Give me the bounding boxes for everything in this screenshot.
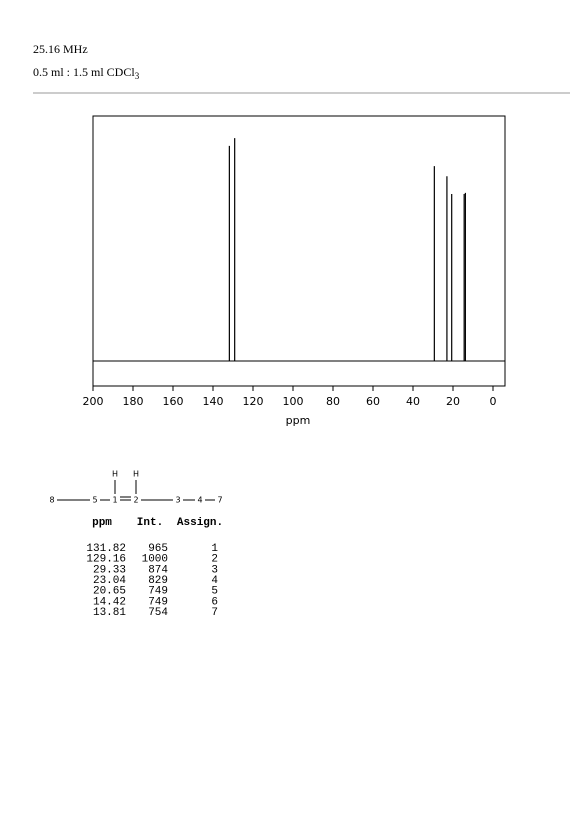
table-header: ppm (92, 517, 112, 529)
x-tick-label: 20 (446, 395, 460, 408)
x-tick-label: 100 (283, 395, 304, 408)
table-ppm: 23.04 (93, 575, 126, 587)
x-tick-label: 180 (123, 395, 144, 408)
hydrogen-label: H (112, 470, 118, 479)
atom-label: 5 (92, 496, 97, 505)
solvent-subscript: 3 (135, 71, 140, 81)
table-intensity: 874 (148, 564, 168, 576)
table-intensity: 829 (148, 575, 168, 587)
x-tick-label: 60 (366, 395, 380, 408)
x-tick-label: 140 (203, 395, 224, 408)
table-assign: 1 (211, 543, 218, 555)
hydrogen-label: H (133, 470, 139, 479)
x-tick-label: 160 (163, 395, 184, 408)
table-ppm: 131.82 (86, 543, 126, 555)
x-axis-label: ppm (286, 414, 311, 427)
table-intensity: 754 (148, 607, 168, 619)
table-ppm: 13.81 (93, 607, 126, 619)
table-assign: 2 (211, 554, 218, 566)
x-tick-label: 40 (406, 395, 420, 408)
frequency: 25.16 MHz (33, 42, 88, 56)
table-header: Assign. (177, 517, 223, 529)
x-tick-label: 200 (83, 395, 104, 408)
table-ppm: 29.33 (93, 564, 126, 576)
atom-label: 4 (197, 496, 202, 505)
table-ppm: 14.42 (93, 596, 126, 608)
atom-label: 8 (49, 496, 54, 505)
table-ppm: 20.65 (93, 586, 126, 598)
table-assign: 7 (211, 607, 218, 619)
atom-label: 7 (217, 496, 222, 505)
x-tick-label: 80 (326, 395, 340, 408)
atom-label: 1 (112, 496, 117, 505)
table-intensity: 965 (148, 543, 168, 555)
table-assign: 5 (211, 586, 218, 598)
solvent: 0.5 ml : 1.5 ml CDCl3 (33, 65, 140, 81)
x-tick-label: 0 (490, 395, 497, 408)
table-intensity: 1000 (142, 554, 168, 566)
table-ppm: 129.16 (86, 554, 126, 566)
table-header: Int. (137, 517, 163, 529)
x-tick-label: 120 (243, 395, 264, 408)
atom-label: 2 (133, 496, 138, 505)
table-assign: 6 (211, 596, 218, 608)
table-intensity: 749 (148, 596, 168, 608)
plot-frame (92, 115, 506, 387)
table-assign: 4 (211, 575, 218, 587)
table-assign: 3 (211, 564, 218, 576)
table-intensity: 749 (148, 586, 168, 598)
atom-label: 3 (175, 496, 180, 505)
solvent-text: 0.5 ml : 1.5 ml CDCl (33, 65, 135, 79)
